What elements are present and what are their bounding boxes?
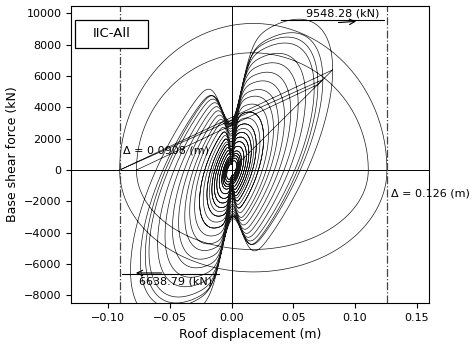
X-axis label: Roof displacement (m): Roof displacement (m) — [179, 329, 321, 341]
Y-axis label: Base shear force (kN): Base shear force (kN) — [6, 86, 18, 222]
Text: Δ = 0.0908 (m): Δ = 0.0908 (m) — [123, 146, 210, 156]
Text: Δ = 0.126 (m): Δ = 0.126 (m) — [391, 189, 469, 199]
Text: 6638.79 (kN): 6638.79 (kN) — [139, 276, 212, 286]
FancyBboxPatch shape — [75, 20, 148, 48]
Text: 9548.28 (kN): 9548.28 (kN) — [306, 8, 379, 18]
Text: IIC-All: IIC-All — [92, 27, 130, 40]
